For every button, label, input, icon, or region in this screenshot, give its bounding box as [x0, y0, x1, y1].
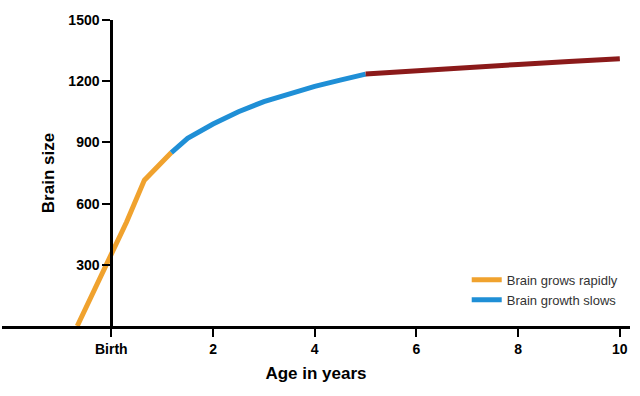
svg-text:2: 2 [209, 341, 217, 357]
svg-text:600: 600 [76, 196, 100, 212]
svg-text:6: 6 [413, 341, 421, 357]
svg-text:900: 900 [76, 134, 100, 150]
svg-text:Birth: Birth [95, 341, 128, 357]
svg-text:Brain size: Brain size [39, 133, 58, 213]
svg-text:8: 8 [514, 341, 522, 357]
svg-text:1500: 1500 [68, 12, 99, 28]
svg-text:Brain growth slows: Brain growth slows [507, 293, 617, 308]
svg-text:Age in years: Age in years [265, 364, 366, 383]
svg-text:1200: 1200 [68, 73, 99, 89]
svg-text:4: 4 [311, 341, 319, 357]
svg-text:10: 10 [612, 341, 628, 357]
svg-text:300: 300 [76, 257, 100, 273]
svg-text:Brain grows rapidly: Brain grows rapidly [507, 273, 618, 288]
